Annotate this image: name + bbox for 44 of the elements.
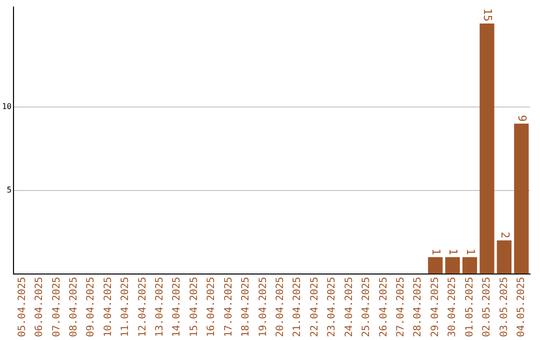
y-tick-label: 5 [6, 185, 12, 194]
x-tick-label: 30.04.2025 [447, 276, 458, 338]
x-tick-label: 27.04.2025 [396, 276, 406, 338]
data-label: 1 [429, 248, 442, 256]
x-tick-label: 22.04.2025 [309, 276, 320, 338]
x-tick-label: 19.04.2025 [258, 276, 269, 338]
x-tick-label: 09.04.2025 [86, 276, 97, 338]
x-tick-label: 06.04.2025 [34, 276, 46, 338]
x-tick-label: 15.04.2025 [188, 276, 200, 338]
x-tick-label: 03.05.2025 [498, 276, 510, 338]
x-tick-label: 28.04.2025 [412, 276, 424, 338]
x-tick-label: 26.04.2025 [378, 276, 390, 338]
x-tick-label: 11.04.2025 [120, 276, 132, 338]
y-tick-label: 10 [2, 102, 12, 111]
x-tick-label: 24.04.2025 [344, 276, 355, 338]
x-tick-label: 07.04.2025 [51, 276, 62, 338]
x-tick-label: 04.05.2025 [516, 276, 527, 338]
bar [445, 257, 460, 274]
x-tick-label: 17.04.2025 [223, 276, 234, 338]
data-label: 2 [498, 232, 512, 238]
data-label: 1 [464, 248, 477, 256]
x-tick-label: 29.04.2025 [430, 276, 441, 338]
data-label: 1 [446, 248, 460, 256]
x-tick-label: 10.04.2025 [102, 276, 114, 338]
bar [480, 23, 494, 274]
x-tick-label: 16.04.2025 [206, 276, 218, 338]
x-tick-label: 08.04.2025 [68, 276, 80, 338]
bar [462, 257, 478, 274]
x-tick-label: 02.05.2025 [482, 276, 493, 338]
bar [428, 257, 443, 274]
bar [496, 240, 512, 274]
bar [514, 124, 529, 274]
x-tick-label: 21.04.2025 [292, 276, 304, 338]
x-tick-label: 14.04.2025 [172, 276, 183, 338]
x-tick-label: 25.04.2025 [361, 276, 372, 338]
x-tick-label: 13.04.2025 [154, 276, 166, 338]
x-tick-label: 18.04.2025 [240, 276, 252, 338]
x-tick-label: 23.04.2025 [326, 276, 338, 338]
x-tick-label: 01.05.2025 [464, 276, 476, 338]
data-label: 9 [516, 114, 529, 122]
x-tick-label: 05.04.2025 [16, 276, 28, 338]
x-tick-label: 12.04.2025 [137, 276, 148, 338]
data-label: 15 [481, 8, 494, 22]
x-tick-label: 20.04.2025 [275, 276, 286, 338]
